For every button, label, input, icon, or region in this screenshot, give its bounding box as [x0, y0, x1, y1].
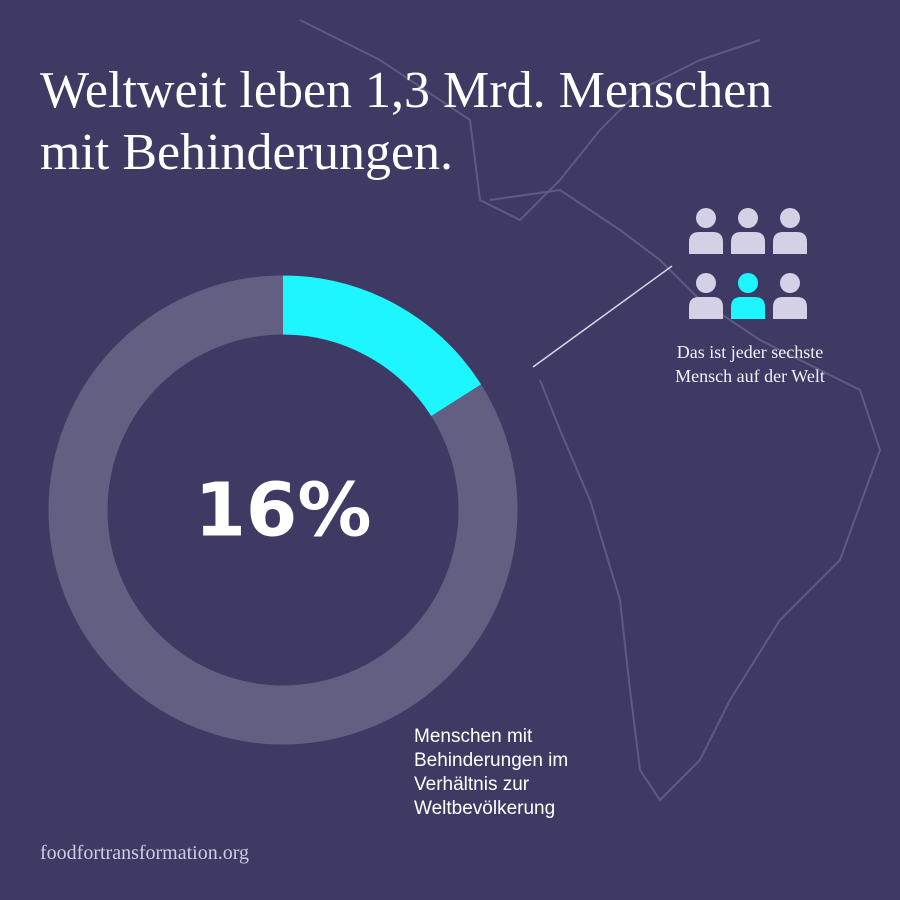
person-head	[696, 273, 716, 293]
map-outline	[299, 19, 882, 802]
person-body	[731, 297, 765, 319]
person-body	[731, 232, 765, 254]
source: foodfortransformation.org	[40, 842, 250, 864]
person-body	[689, 297, 723, 319]
person-body	[773, 297, 807, 319]
category-label: Menschen mit Behinderungen im Verhältnis…	[414, 726, 569, 819]
person-head	[780, 208, 800, 228]
person-head	[696, 208, 716, 228]
person-body	[773, 232, 807, 254]
people-icons	[689, 208, 807, 319]
person-body	[689, 232, 723, 254]
annotation: Das ist jeder sechste Mensch auf der Wel…	[675, 342, 825, 386]
person-head	[780, 273, 800, 293]
person-head	[738, 208, 758, 228]
donut-segment	[282, 275, 481, 417]
donut	[48, 275, 518, 745]
person-head	[738, 273, 758, 293]
center-label: 16%	[194, 468, 371, 554]
title: Weltweit leben 1,3 Mrd. Menschen mit Beh…	[40, 62, 773, 181]
connector	[532, 265, 673, 368]
